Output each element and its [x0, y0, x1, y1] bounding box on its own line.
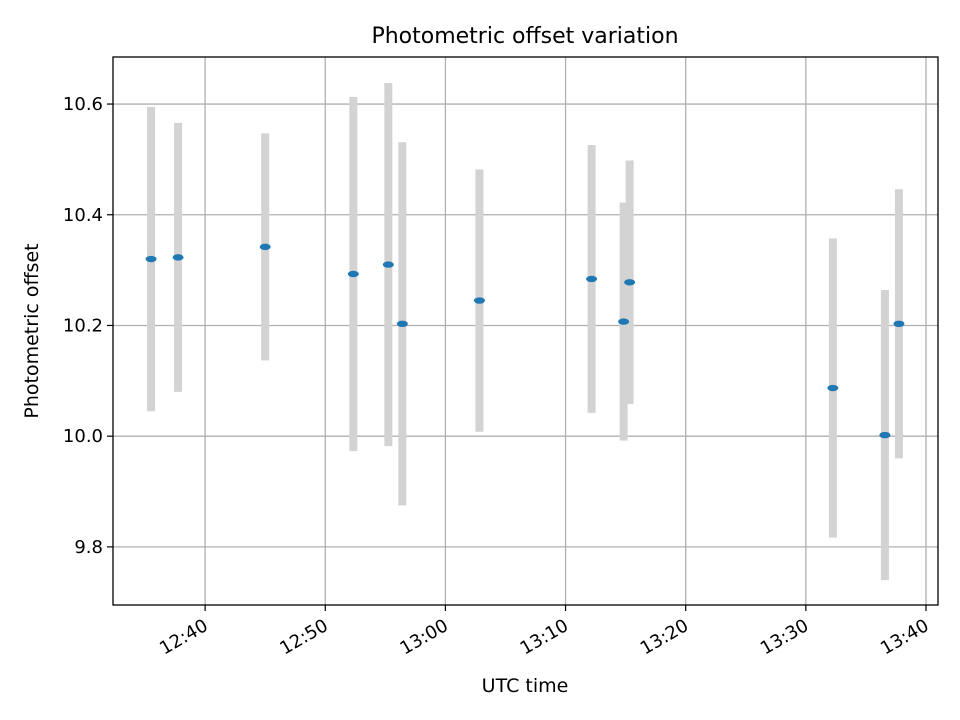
data-point — [145, 255, 157, 263]
x-tick-label: 12:50 — [276, 615, 331, 659]
y-axis-label: Photometric offset — [21, 243, 43, 418]
x-tick-label: 13:00 — [396, 615, 451, 659]
x-axis-ticks: 12:40 12:50 13:00 13:10 13:20 13:30 13:40 — [156, 605, 932, 659]
data-point — [618, 318, 630, 325]
x-axis-label: UTC time — [482, 675, 569, 697]
x-tick-label: 13:20 — [637, 615, 692, 659]
data-point — [259, 243, 271, 251]
y-tick-label: 10.6 — [63, 94, 103, 115]
x-tick-label: 13:10 — [517, 615, 572, 659]
y-tick-label: 10.0 — [63, 426, 103, 447]
data-point — [827, 384, 839, 392]
data-point — [893, 320, 905, 328]
data-point — [586, 275, 598, 283]
data-point — [396, 320, 408, 328]
error-bars — [147, 83, 903, 581]
y-tick-label: 10.4 — [63, 205, 103, 226]
grid — [113, 57, 938, 605]
x-tick-label: 13:40 — [877, 615, 932, 659]
y-tick-label: 9.8 — [74, 537, 103, 558]
data-point — [382, 261, 394, 268]
data-point — [347, 270, 359, 278]
data-point — [879, 431, 891, 439]
data-point — [624, 279, 636, 286]
data-points — [145, 243, 905, 439]
y-tick-label: 10.2 — [63, 315, 103, 336]
x-tick-label: 13:30 — [757, 615, 812, 659]
x-tick-label: 12:40 — [156, 615, 211, 659]
chart-title: Photometric offset variation — [371, 24, 678, 49]
plot-frame — [112, 56, 939, 606]
data-point — [473, 297, 485, 304]
y-axis-ticks: 9.8 10.0 10.2 10.4 10.6 — [63, 94, 113, 558]
data-point — [172, 254, 184, 261]
